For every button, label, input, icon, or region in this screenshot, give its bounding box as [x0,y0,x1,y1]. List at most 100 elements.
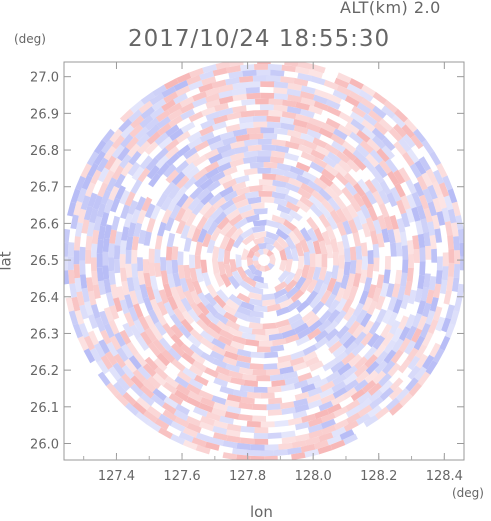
heat-cell [375,406,390,420]
heat-cell [143,231,152,246]
y-tick-label: 26.7 [30,181,59,196]
heat-cell [389,402,404,416]
heat-cell [300,85,316,95]
heat-cell [243,150,258,158]
heat-cell [284,152,300,162]
heat-cell [383,269,391,284]
heat-cell [371,169,385,184]
heat-cell [454,250,461,265]
heat-cell [343,433,358,445]
heat-cell [362,320,375,335]
heat-cell [250,351,265,359]
heat-cell [266,231,280,241]
heat-cell [120,204,130,220]
heat-cell [243,268,255,281]
heat-cell [387,311,398,327]
heat-cell [136,397,151,411]
heat-cell [270,167,285,176]
heat-cell [147,375,162,390]
heat-cell [73,236,81,251]
heat-cell [352,272,362,288]
heat-cell [211,245,220,260]
heat-cell [117,146,130,162]
heat-cell [343,261,351,276]
heat-cell [144,314,156,330]
heat-cell [242,373,257,382]
heat-cell [275,145,290,153]
heat-cell [381,145,395,160]
heat-cell [274,281,288,293]
heat-cell [414,366,427,381]
heat-cell [287,313,303,325]
heat-cell [144,141,159,155]
heat-cell [176,144,191,158]
heat-cell [252,219,267,227]
heat-cell [97,167,110,183]
heat-cell [295,113,310,123]
heat-cell [441,207,451,223]
heat-cell [210,226,222,242]
heatmap-layer [64,62,464,460]
heat-cell [411,206,421,222]
heat-cell [143,272,152,288]
heat-cell [90,304,101,319]
heat-cell [247,292,262,301]
heat-cell [212,121,227,131]
heat-cell [125,402,140,416]
heat-cell [331,281,342,296]
heat-cell [96,253,103,268]
heat-cell [182,427,198,438]
heat-cell [262,299,276,307]
heat-cell [400,195,411,210]
heat-cell [155,109,171,123]
heat-cell [119,254,126,268]
heat-cell [453,236,460,251]
heat-cell [324,185,338,200]
heat-cell [138,100,153,114]
heat-cell [314,329,329,343]
heat-cell [196,187,211,201]
heat-cell [366,138,381,152]
heat-cell [199,70,215,81]
heat-cell [382,360,396,375]
heat-cell [116,377,131,392]
x-axis-unit: (deg) [452,486,484,500]
heat-cell [372,190,384,206]
heat-cell [230,227,244,241]
heat-cell [276,360,292,369]
y-tick-label: 26.8 [30,144,59,159]
heat-cell [232,82,247,90]
heat-cell [103,198,114,214]
heat-cell [403,118,418,133]
heat-cell [309,294,323,309]
heat-cell [144,356,159,371]
heat-cell [318,204,332,219]
heat-cell [67,256,74,271]
heat-cell [124,312,135,328]
heat-cell [264,236,276,245]
heat-cell [302,350,318,362]
heat-cell [226,111,242,121]
heat-cell [398,137,412,153]
x-tick-label: 128.2 [360,469,397,484]
heat-cell [97,182,109,198]
heat-cell [112,362,126,377]
heat-cell [308,319,323,333]
heat-cell [113,245,121,260]
heat-cell [140,91,156,105]
heat-cell [232,448,247,456]
heat-cell [315,144,330,157]
heat-cell [361,126,376,140]
heat-cell [291,440,307,449]
heat-cell [332,386,348,399]
heat-cell [185,166,200,180]
heat-cell [258,265,265,272]
heat-cell [77,208,87,224]
heat-cell [333,351,348,365]
heat-cell [170,433,186,445]
heat-cell [219,415,234,425]
heat-cell [142,363,157,377]
heat-cell [192,97,207,108]
heat-cell [108,243,115,258]
heat-cell [142,259,150,274]
